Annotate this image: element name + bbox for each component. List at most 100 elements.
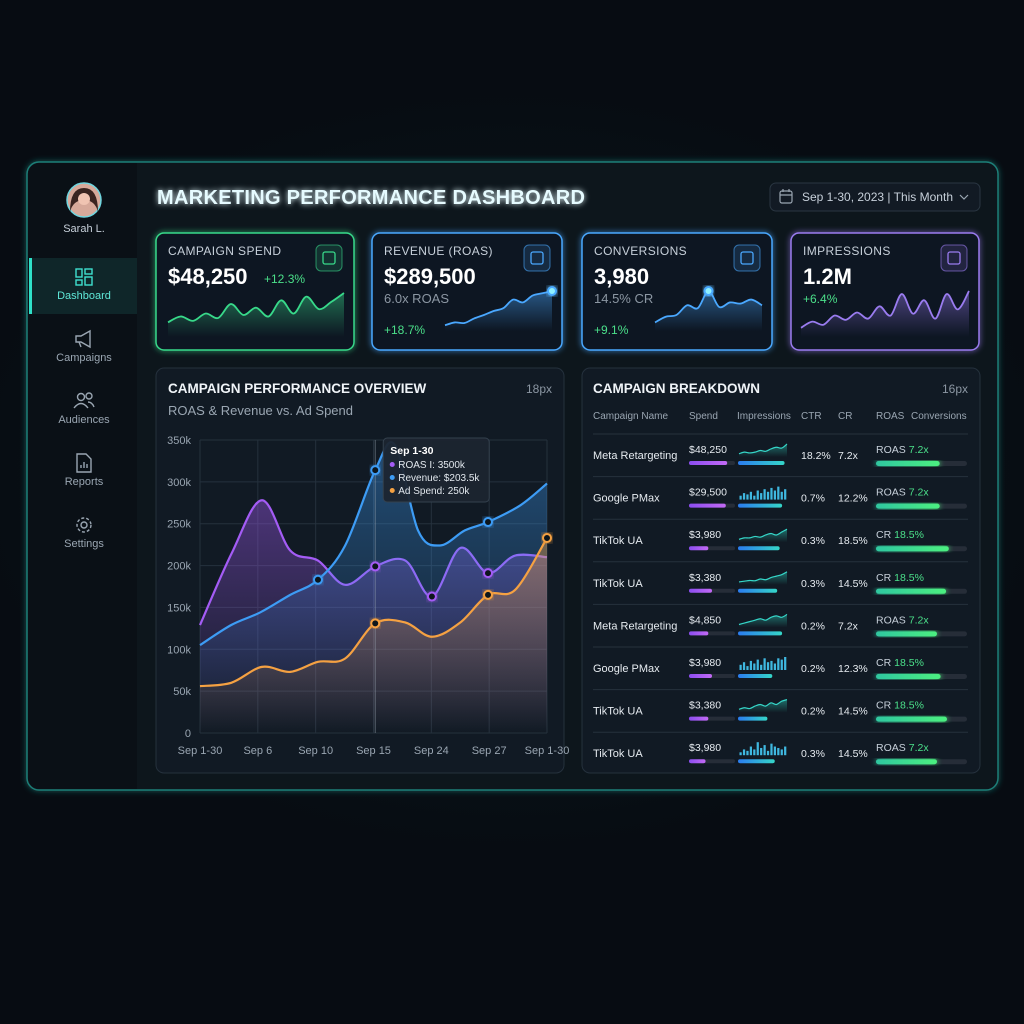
- impressions-spark-bar: [760, 493, 763, 500]
- y-tick-label: 300k: [167, 477, 191, 489]
- x-tick-label: Sep 6: [243, 745, 272, 757]
- kpi-icon: [523, 244, 551, 272]
- impressions-spark-bar: [780, 659, 783, 670]
- nav-active-bar: [29, 258, 32, 314]
- x-tick-label: Sep 24: [414, 745, 449, 757]
- sparkline-peak: [703, 286, 714, 296]
- kpi-change: +9.1%: [594, 323, 629, 337]
- spend: $3,980: [689, 529, 721, 541]
- icon-audiences: [73, 392, 95, 409]
- kpi-value: $48,250: [168, 264, 248, 289]
- impressions-spark-bar: [760, 747, 763, 756]
- impressions-spark-bar: [739, 495, 742, 500]
- kpi-change: +18.7%: [384, 323, 425, 337]
- roas-bar: [876, 503, 940, 509]
- point-marker: [483, 568, 494, 579]
- roas-text: ROAS 7.2x: [876, 487, 929, 499]
- spend-bar: [689, 546, 709, 551]
- ctr: 0.2%: [801, 706, 825, 718]
- kpi-icon: [940, 244, 968, 272]
- nav-label[interactable]: Settings: [64, 538, 104, 550]
- kpi-value: 1.2M: [803, 264, 852, 289]
- roas-label: ROAS: [876, 487, 906, 499]
- column-header: Impressions: [737, 411, 791, 422]
- chart-subtitle: ROAS & Revenue vs. Ad Spend: [168, 403, 353, 418]
- spend: $3,380: [689, 700, 721, 712]
- impressions-sparkline: [738, 699, 788, 710]
- campaign-name: Meta Retargeting: [593, 620, 677, 632]
- sparkline: [167, 292, 345, 324]
- campaign-name: Google PMax: [593, 493, 660, 505]
- roas-text: CR 18.5%: [876, 657, 924, 669]
- column-header: Campaign Name: [593, 411, 668, 422]
- kpi-icon: [315, 244, 343, 272]
- impressions-spark-bar: [739, 752, 742, 756]
- y-tick-label: 0: [185, 728, 191, 740]
- kpi-label: CAMPAIGN SPEND: [168, 244, 281, 258]
- impressions-sparkline: [738, 443, 788, 455]
- impressions-spark-area: [739, 699, 787, 713]
- spend-bar: [689, 461, 728, 465]
- nav-icons: [73, 268, 95, 533]
- roas-value: 7.2x: [909, 487, 930, 499]
- x-tick-label: Sep 1-30: [178, 745, 223, 757]
- nav-label[interactable]: Campaigns: [56, 352, 112, 364]
- roas-label: CR: [876, 657, 892, 669]
- page-title: MARKETING PERFORMANCE DASHBOARD: [157, 187, 585, 209]
- impressions-spark-bar: [760, 664, 763, 670]
- point-marker: [370, 618, 381, 629]
- impressions-spark-bar: [770, 660, 773, 670]
- campaign-name: TikTok UA: [593, 706, 643, 718]
- roas-label: ROAS: [876, 614, 906, 626]
- roas-label: CR: [876, 700, 892, 712]
- impressions-spark-bar: [784, 489, 787, 500]
- nav-label[interactable]: Reports: [65, 476, 104, 488]
- roas-bar: [876, 631, 937, 637]
- point-marker: [370, 465, 381, 476]
- sparkline-peak: [547, 286, 557, 296]
- sidebar: [28, 163, 137, 789]
- y-tick-label: 200k: [167, 561, 191, 573]
- impressions-spark-bar: [742, 662, 746, 670]
- impressions-spark-bar: [777, 658, 780, 670]
- tooltip-item: Revenue: $203.5k: [398, 473, 480, 484]
- impressions-spark-bar: [763, 745, 766, 756]
- date-picker[interactable]: [769, 182, 981, 212]
- cr: 12.2%: [838, 493, 868, 505]
- tooltip: [382, 437, 490, 503]
- impressions-spark-bar: [742, 749, 746, 756]
- spend: $48,250: [689, 444, 727, 456]
- impressions-spark-bar: [773, 746, 777, 756]
- spend-bar: [689, 716, 709, 721]
- column-header: Conversions: [911, 411, 967, 422]
- roas-text: ROAS 7.2x: [876, 742, 929, 754]
- roas-value: 18.5%: [894, 657, 924, 669]
- point-marker: [483, 517, 494, 528]
- impressions-spark-area: [739, 444, 787, 457]
- roas-bar: [876, 674, 941, 679]
- point-marker: [370, 561, 381, 572]
- impressions-spark-bar: [777, 747, 780, 756]
- icon-dashboard: [75, 268, 93, 286]
- sparkline: [444, 290, 553, 327]
- impressions-bar: [738, 674, 773, 678]
- roas-text: ROAS 7.2x: [876, 614, 929, 626]
- roas-label: CR: [876, 529, 892, 541]
- user-name: Sarah L.: [63, 223, 105, 235]
- impressions-spark-bar: [763, 658, 766, 670]
- impressions-spark-bar: [773, 663, 777, 670]
- nav-label[interactable]: Audiences: [58, 414, 110, 426]
- kpi-change: +6.4%: [803, 292, 838, 306]
- x-tick-label: Sep 10: [298, 745, 333, 757]
- sparkline: [800, 290, 970, 329]
- tooltip-dot: [389, 475, 395, 480]
- campaign-name: TikTok UA: [593, 748, 643, 760]
- campaign-name: Google PMax: [593, 663, 660, 675]
- impressions-bar: [738, 546, 780, 551]
- kpi-label: REVENUE (ROAS): [384, 244, 493, 258]
- impressions-spark-bar: [766, 491, 770, 500]
- column-header: Spend: [689, 411, 718, 422]
- nav-label[interactable]: Dashboard: [57, 290, 111, 302]
- roas-value: 7.2x: [909, 614, 930, 626]
- tooltip-item: ROAS I: 3500k: [398, 460, 466, 471]
